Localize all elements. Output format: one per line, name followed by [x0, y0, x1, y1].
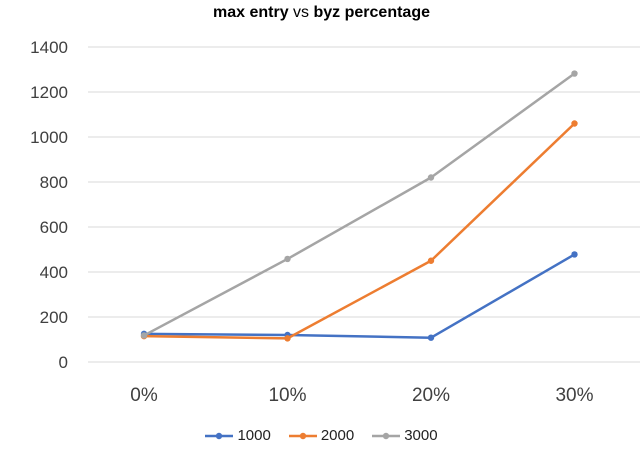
legend-label: 2000 — [320, 427, 355, 444]
x-tick-label: 30% — [555, 385, 593, 406]
data-point — [571, 251, 578, 258]
legend-swatch-marker — [382, 432, 390, 439]
legend-swatch — [288, 432, 317, 439]
data-point — [571, 70, 578, 77]
y-tick-label: 200 — [40, 308, 68, 327]
title-part-1: max entry — [213, 4, 289, 21]
data-point — [284, 255, 291, 263]
data-point — [427, 174, 435, 181]
data-point — [140, 332, 148, 339]
y-tick-label: 1000 — [30, 128, 68, 147]
chart-legend: 1000 2000 3000 — [0, 427, 643, 444]
series-line-2000 — [143, 122, 576, 340]
chart-title: max entry vs byz percentage — [0, 4, 643, 22]
legend-swatch-marker — [299, 432, 307, 439]
legend-label: 3000 — [404, 427, 438, 444]
x-tick-label: 10% — [268, 385, 306, 406]
x-tick-label: 20% — [412, 385, 450, 406]
legend-swatch — [372, 432, 401, 439]
y-tick-label: 1200 — [30, 83, 68, 102]
legend-swatch — [205, 432, 234, 439]
series-line-1000 — [143, 253, 576, 339]
y-tick-label: 400 — [40, 263, 68, 282]
data-point — [284, 335, 291, 342]
series-line-3000 — [143, 72, 576, 337]
x-tick-label: 0% — [130, 385, 158, 406]
y-tick-label: 800 — [40, 173, 68, 192]
data-point — [427, 257, 435, 264]
y-tick-label: 1400 — [30, 38, 68, 57]
y-tick-label: 600 — [40, 218, 68, 237]
y-tick-label: 0 — [59, 353, 68, 372]
legend-item-3000: 3000 — [372, 427, 438, 444]
legend-item-2000: 2000 — [288, 427, 355, 444]
legend-label: 1000 — [237, 427, 271, 444]
legend-swatch-marker — [216, 432, 223, 439]
line-chart: 0 200 400 600 800 1000 1200 1400 0% 10% 20% 30% — [30, 38, 640, 406]
title-part-3: byz percentage — [313, 4, 430, 21]
data-point — [427, 334, 435, 341]
data-point — [571, 120, 578, 127]
title-part-2: vs — [288, 4, 314, 21]
legend-item-1000: 1000 — [205, 427, 271, 444]
